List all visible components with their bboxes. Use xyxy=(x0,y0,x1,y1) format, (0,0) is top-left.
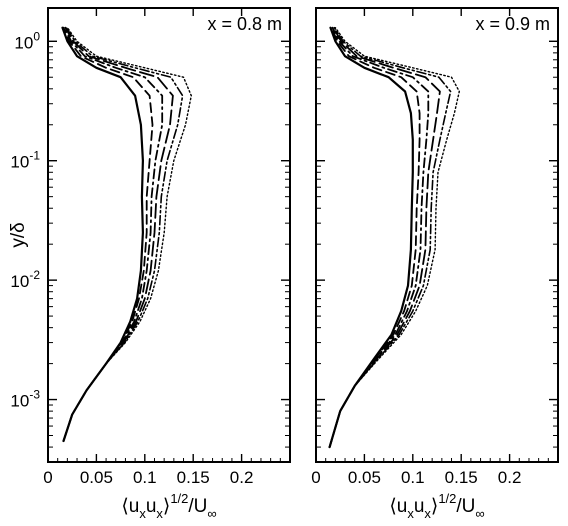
plot-frame xyxy=(315,7,559,463)
x-label-sub2: x xyxy=(156,506,163,521)
x-label-sup: 1/2 xyxy=(170,491,188,506)
y-axis-label: y/δ xyxy=(8,222,29,247)
x-axis-label: ⟨uxux⟩1/2/U∞ xyxy=(121,491,216,521)
x-label-open: ⟨u xyxy=(389,496,407,517)
x-label-tail: /U xyxy=(188,496,207,517)
series-line-longdash xyxy=(328,26,441,448)
x-tick-label: 0.15 xyxy=(177,468,210,487)
x-tick-label: 0.1 xyxy=(401,468,425,487)
series-line-solid xyxy=(61,26,144,443)
series-line-dotted xyxy=(328,27,460,448)
x-tick-label: 0.2 xyxy=(230,468,254,487)
y-tick-base: 10 xyxy=(10,153,29,172)
x-tick-label: 0.05 xyxy=(80,468,113,487)
y-tick-label: 10-3 xyxy=(10,388,40,411)
x-tick-label: 0.05 xyxy=(348,468,381,487)
y-tick-exponent: 0 xyxy=(33,29,40,43)
x-tick-label: 0.2 xyxy=(498,468,522,487)
y-tick-label: 10-1 xyxy=(10,149,40,172)
y-tick-base: 10 xyxy=(14,33,33,52)
x-label-sub3: ∞ xyxy=(475,506,484,521)
x-axis-label: ⟨uxux⟩1/2/U∞ xyxy=(389,491,484,521)
series-line-dashdotdot xyxy=(328,26,452,448)
series-line-dash xyxy=(62,26,154,442)
x-tick-label: 0.15 xyxy=(445,468,478,487)
x-label-sub3: ∞ xyxy=(207,506,216,521)
y-tick-base: 10 xyxy=(10,392,29,411)
x-tick-label: 0 xyxy=(311,468,320,487)
x-label-sub1: x xyxy=(407,506,414,521)
panel-annotation: x = 0.9 m xyxy=(475,14,550,34)
series-line-dotted xyxy=(62,27,192,442)
series-line-dashdot xyxy=(328,26,430,448)
x-label-sub1: x xyxy=(139,506,146,521)
x-label-sup: 1/2 xyxy=(438,491,456,506)
x-label-close: ⟩ xyxy=(163,496,170,517)
plot-frame xyxy=(47,7,291,463)
series-line-dashdotdot xyxy=(62,26,184,442)
y-tick-label: 10-2 xyxy=(10,268,40,291)
x-label-close: ⟩ xyxy=(431,496,438,517)
x-label-sub2: x xyxy=(424,506,431,521)
y-tick-exponent: -1 xyxy=(29,149,40,163)
chart-panel-right: 0.05 0.1 0.15 0.20x = 0.9 m⟨uxux⟩1/2/U∞ xyxy=(311,7,559,521)
x-tick-label: 0 xyxy=(43,468,52,487)
x-label-mid: u xyxy=(146,496,157,517)
y-tick-base: 10 xyxy=(10,272,29,291)
y-tick-exponent: -2 xyxy=(29,268,40,282)
series-line-dash xyxy=(328,26,421,448)
x-label-tail: /U xyxy=(456,496,475,517)
x-tick-label: 0.1 xyxy=(133,468,157,487)
x-label-open: ⟨u xyxy=(121,496,139,517)
y-tick-label: 100 xyxy=(14,29,40,52)
series-line-solid xyxy=(328,26,414,449)
panel-annotation: x = 0.8 m xyxy=(207,14,282,34)
y-tick-exponent: -3 xyxy=(29,388,40,402)
x-label-mid: u xyxy=(414,496,425,517)
